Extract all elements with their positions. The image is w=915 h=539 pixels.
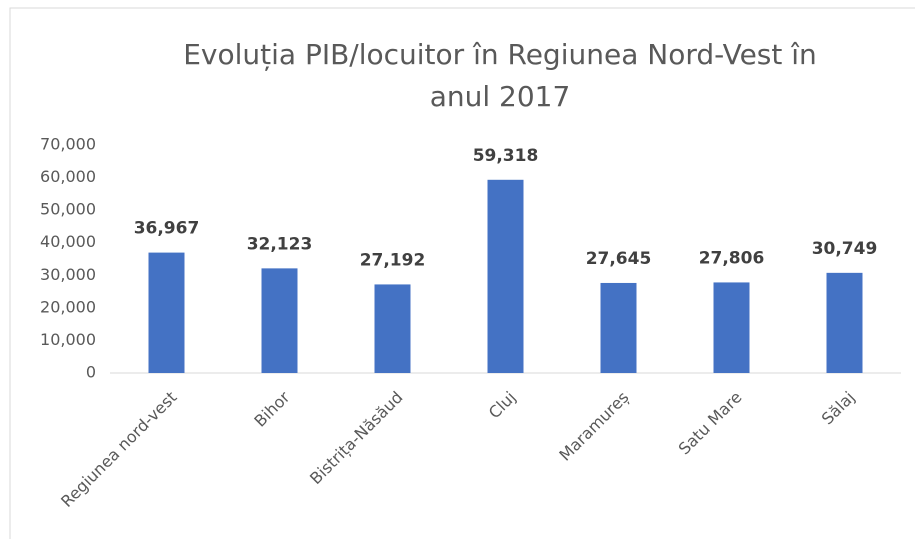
- bar: [261, 268, 298, 373]
- y-tick-label: 0: [86, 363, 96, 382]
- bar: [374, 284, 411, 373]
- bar: [826, 272, 863, 373]
- y-tick-label: 20,000: [40, 297, 96, 316]
- y-tick-label: 50,000: [40, 200, 96, 219]
- bar: [487, 179, 524, 373]
- x-tick-label: Bistrița-Năsăud: [306, 388, 406, 488]
- value-label: 27,806: [699, 248, 765, 268]
- y-tick-label: 30,000: [40, 265, 96, 284]
- value-label: 27,192: [360, 250, 426, 270]
- x-tick-label: Maramureș: [555, 388, 632, 465]
- bar: [148, 252, 185, 373]
- chart-frame: [9, 7, 915, 539]
- value-label: 32,123: [247, 234, 313, 254]
- y-tick-label: 70,000: [40, 135, 96, 154]
- chart-title: Evoluția PIB/locuitor în Regiunea Nord-V…: [183, 38, 817, 113]
- bar: [600, 282, 637, 373]
- y-tick-label: 10,000: [40, 330, 96, 349]
- x-tick-label: Regiunea nord-vest: [57, 388, 180, 511]
- bar: [713, 282, 750, 373]
- value-label: 36,967: [134, 219, 200, 239]
- x-tick-label: Cluj: [485, 388, 520, 423]
- y-tick-label: 60,000: [40, 167, 96, 186]
- y-tick-label: 40,000: [40, 232, 96, 251]
- value-label: 27,645: [586, 249, 652, 269]
- value-label: 59,318: [473, 146, 539, 166]
- value-label: 30,749: [812, 239, 878, 259]
- x-tick-label: Sălaj: [818, 388, 859, 429]
- x-tick-label: Satu Mare: [675, 388, 746, 459]
- x-tick-label: Bihor: [250, 387, 293, 430]
